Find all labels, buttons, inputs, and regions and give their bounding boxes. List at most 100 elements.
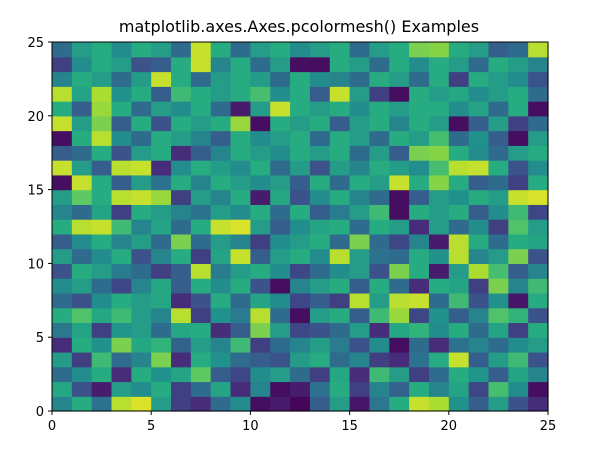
heatmap-cell	[329, 115, 351, 132]
heatmap-cell	[71, 337, 93, 353]
heatmap-cell	[270, 219, 291, 235]
heatmap-cell	[488, 366, 509, 383]
heatmap-cell	[151, 351, 172, 368]
heatmap-cell	[91, 56, 113, 73]
heatmap-cell	[468, 130, 490, 146]
heatmap-cell	[329, 204, 351, 220]
heatmap-cell	[230, 351, 251, 368]
heatmap-cell	[329, 189, 351, 205]
heatmap-cell	[468, 233, 490, 250]
heatmap-cell	[508, 71, 529, 87]
heatmap-cell	[528, 248, 549, 264]
heatmap-cell	[329, 351, 351, 368]
heatmap-cell	[131, 351, 152, 368]
heatmap-cell	[151, 189, 172, 205]
heatmap-cell	[508, 86, 529, 102]
heatmap-cell	[290, 278, 311, 294]
heatmap-cell	[349, 160, 371, 176]
heatmap-cell	[428, 219, 450, 235]
heatmap-cell	[409, 189, 430, 205]
heatmap-cell	[210, 381, 232, 397]
heatmap-cell	[389, 307, 410, 324]
heatmap-cell	[111, 174, 132, 191]
heatmap-cell	[190, 337, 212, 353]
heatmap-cell	[131, 322, 152, 338]
heatmap-cell	[468, 292, 490, 309]
heatmap-cell	[428, 115, 450, 132]
heatmap-cell	[111, 145, 132, 161]
heatmap-cell	[389, 381, 410, 397]
heatmap-cell	[508, 42, 529, 58]
heatmap-cell	[270, 145, 291, 161]
heatmap-cell	[468, 204, 490, 220]
x-tick-label: 20	[441, 419, 458, 434]
heatmap-cell	[91, 292, 113, 309]
heatmap-cell	[151, 145, 172, 161]
heatmap-cell	[488, 307, 509, 324]
x-axis: 0 5 10 15 20 25	[48, 411, 556, 434]
heatmap-cell	[151, 322, 172, 338]
heatmap-cell	[52, 292, 73, 309]
heatmap-cell	[508, 322, 529, 338]
heatmap-cell	[250, 381, 271, 397]
heatmap-cell	[309, 174, 331, 191]
heatmap-cell	[349, 322, 371, 338]
heatmap-cell	[270, 42, 291, 58]
heatmap-cell	[349, 292, 371, 309]
heatmap-cell	[290, 56, 311, 73]
heatmap-cell	[190, 145, 212, 161]
heatmap-cell	[290, 130, 311, 146]
heatmap-cell	[270, 381, 291, 397]
heatmap-cell	[468, 42, 490, 58]
heatmap-cell	[428, 233, 450, 250]
heatmap-cell	[290, 366, 311, 383]
heatmap-cell	[190, 381, 212, 397]
heatmap-cell	[131, 86, 152, 102]
heatmap-cell	[508, 248, 529, 264]
heatmap-cell	[270, 292, 291, 309]
heatmap-cell	[270, 322, 291, 338]
heatmap-cell	[131, 396, 152, 412]
heatmap-cell	[528, 204, 549, 220]
heatmap-cell	[250, 351, 271, 368]
heatmap-cell	[71, 396, 93, 412]
heatmap-cell	[508, 307, 529, 324]
heatmap-cell	[290, 292, 311, 309]
heatmap-cell	[270, 337, 291, 353]
heatmap-cell	[389, 278, 410, 294]
heatmap-cell	[389, 56, 410, 73]
heatmap-cell	[528, 189, 549, 205]
heatmap-cell	[488, 56, 509, 73]
heatmap-cell	[428, 204, 450, 220]
heatmap-cell	[409, 101, 430, 117]
heatmap-cell	[448, 204, 470, 220]
heatmap-cell	[389, 351, 410, 368]
heatmap-cell	[190, 351, 212, 368]
heatmap-cell	[52, 233, 73, 250]
heatmap-cell	[468, 174, 490, 191]
heatmap-cell	[409, 307, 430, 324]
heatmap-cell	[250, 71, 271, 87]
heatmap-cell	[389, 366, 410, 383]
heatmap-cell	[230, 101, 251, 117]
heatmap-cell	[468, 366, 490, 383]
heatmap-cell	[91, 219, 113, 235]
heatmap-cell	[210, 56, 232, 73]
heatmap-cell	[329, 219, 351, 235]
heatmap-cell	[71, 115, 93, 132]
heatmap-cell	[250, 86, 271, 102]
heatmap-cell	[151, 174, 172, 191]
heatmap-cell	[210, 322, 232, 338]
heatmap-cell	[369, 204, 390, 220]
heatmap-cell	[389, 292, 410, 309]
heatmap-cell	[349, 337, 371, 353]
heatmap-cell	[111, 381, 132, 397]
heatmap-cell	[428, 86, 450, 102]
heatmap-cell	[309, 204, 331, 220]
heatmap-cell	[448, 160, 470, 176]
heatmap-cell	[171, 263, 192, 279]
heatmap-cell	[409, 351, 430, 368]
heatmap-cell	[369, 381, 390, 397]
heatmap-cell	[151, 42, 172, 58]
heatmap-cell	[409, 292, 430, 309]
